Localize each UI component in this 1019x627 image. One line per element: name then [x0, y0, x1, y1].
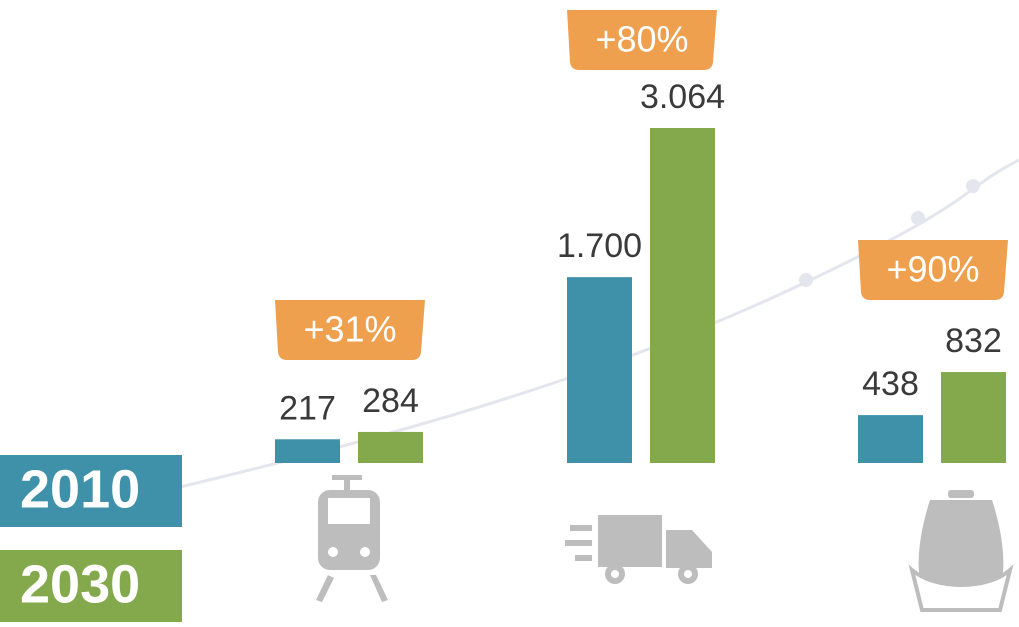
bar: [858, 415, 923, 463]
badge-label: +31%: [303, 308, 396, 349]
legend-swatch: [0, 550, 182, 622]
value-label: 217: [279, 389, 336, 427]
value-label: 438: [862, 365, 919, 403]
badge: [275, 299, 425, 360]
legend-swatch: [0, 455, 182, 527]
value-label: 3.064: [640, 78, 725, 116]
badge: [858, 240, 1008, 301]
bar: [358, 431, 423, 463]
badge-label: +80%: [595, 19, 688, 60]
bar: [275, 439, 340, 463]
badge-label: +90%: [886, 249, 979, 290]
ship-icon: [908, 490, 1014, 612]
bar: [567, 277, 632, 463]
truck-icon: [565, 515, 712, 584]
bar: [650, 128, 715, 463]
legend-label: 2010: [20, 459, 140, 519]
trend-dots: [799, 179, 980, 287]
value-label: 1.700: [557, 227, 642, 265]
train-icon: [316, 475, 388, 602]
value-label: 284: [362, 382, 419, 420]
legend-label: 2030: [20, 554, 140, 614]
badge: [567, 10, 717, 70]
value-label: 832: [945, 322, 1002, 360]
bar: [941, 372, 1006, 463]
